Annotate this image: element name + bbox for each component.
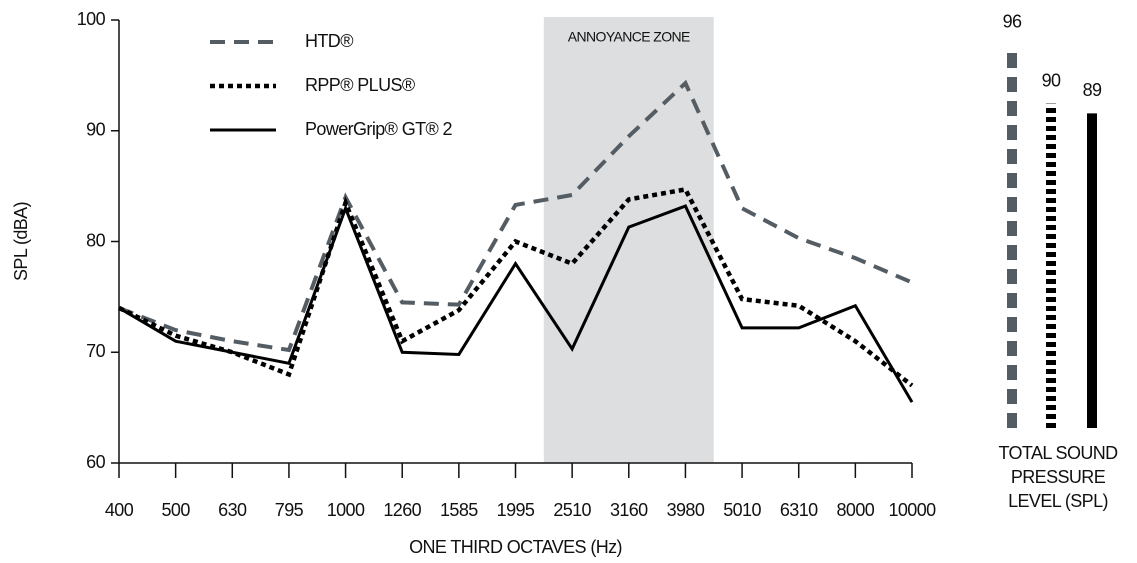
value-label: 89 [1083, 80, 1102, 100]
x-tick-label: 5010 [723, 500, 761, 520]
x-tick-label: 3160 [610, 500, 648, 520]
x-tick-label: 2510 [553, 500, 591, 520]
value-label: 96 [1003, 11, 1022, 31]
x-tick-label: 3980 [667, 500, 705, 520]
x-tick-label: 1995 [497, 500, 535, 520]
annoyance-zone [543, 17, 714, 463]
y-tick-label: 70 [86, 341, 105, 361]
legend-label: PowerGrip® GT® 2 [305, 119, 453, 139]
x-tick-label: 1260 [383, 500, 421, 520]
x-axis-label: LEVEL (SPL) [1008, 491, 1108, 511]
x-tick-label: 1000 [327, 500, 365, 520]
y-tick-label: 60 [86, 452, 105, 472]
x-tick-label: 795 [275, 500, 304, 520]
series-line [118, 79, 913, 353]
y-tick-label: 100 [77, 9, 106, 29]
x-axis-label: TOTAL SOUND [998, 443, 1118, 463]
x-tick-label: 630 [218, 500, 247, 520]
x-tick-label: 6310 [780, 500, 818, 520]
x-tick-label: 400 [105, 500, 134, 520]
x-tick-label: 10000 [888, 500, 936, 520]
x-axis-label: ONE THIRD OCTAVES (Hz) [409, 537, 622, 557]
annotation: ANNOYANCE ZONE [568, 29, 690, 45]
legend-label: HTD® [305, 31, 353, 51]
series-line [118, 186, 914, 388]
x-axis-label: PRESSURE [1011, 467, 1106, 487]
x-tick-label: 500 [162, 500, 191, 520]
legend-label: RPP® PLUS® [305, 75, 415, 95]
y-axis-label: SPL (dBA) [11, 202, 31, 281]
x-tick-label: 1585 [440, 500, 478, 520]
y-tick-label: 80 [86, 230, 105, 250]
y-tick-label: 90 [86, 120, 105, 140]
series-line [118, 204, 914, 403]
x-tick-label: 8000 [837, 500, 875, 520]
value-label: 90 [1042, 70, 1061, 90]
